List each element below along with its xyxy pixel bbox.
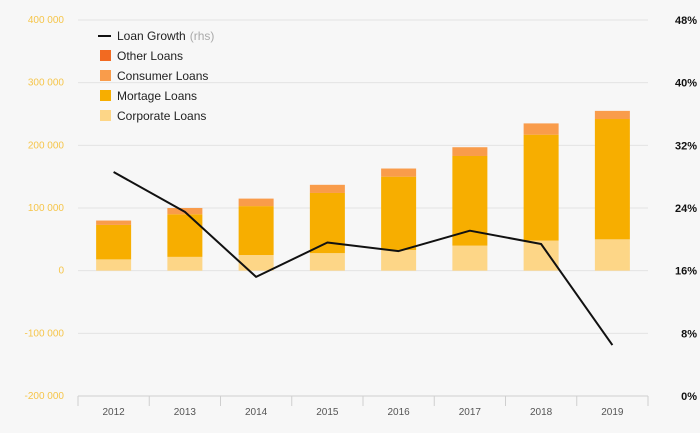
legend-label: Other Loans bbox=[117, 49, 183, 63]
x-tick-label: 2012 bbox=[103, 407, 126, 418]
x-tick-label: 2013 bbox=[174, 407, 197, 418]
y-right-tick-label: 32% bbox=[675, 140, 697, 152]
bar-segment-mortage-loans bbox=[381, 176, 417, 250]
y-right-tick-label: 8% bbox=[681, 328, 697, 340]
y-left-tick-label: -200 000 bbox=[25, 391, 65, 402]
legend-label: Corporate Loans bbox=[117, 109, 206, 123]
legend: Loan Growth (rhs) Other Loans Consumer Loan… bbox=[98, 29, 214, 123]
y-right-tick-label: 0% bbox=[681, 391, 697, 403]
legend-swatch bbox=[100, 90, 111, 101]
bar-segment-mortage-loans bbox=[238, 206, 274, 255]
loan-growth-line bbox=[113, 171, 614, 346]
legend-label: Loan Growth (rhs) bbox=[117, 29, 214, 43]
y-right-tick-label: 48% bbox=[675, 15, 697, 27]
legend-label: Mortage Loans bbox=[117, 89, 197, 103]
bar-segment-mortage-loans bbox=[594, 119, 630, 240]
bar-segment-corporate-loans bbox=[452, 245, 488, 271]
bar-segment-corporate-loans bbox=[309, 253, 345, 271]
bar-segment-consumer-loans bbox=[309, 184, 345, 193]
bar-segment-consumer-loans bbox=[381, 168, 417, 177]
y-left-tick-label: 300 000 bbox=[28, 78, 65, 89]
y-left-tick-label: 100 000 bbox=[28, 203, 65, 214]
bar-segment-corporate-loans bbox=[238, 255, 274, 271]
x-tick-label: 2016 bbox=[388, 407, 411, 418]
bar-segment-mortage-loans bbox=[96, 224, 132, 260]
bar-segment-corporate-loans bbox=[381, 249, 417, 271]
bar-segment-consumer-loans bbox=[452, 147, 488, 156]
bar-segment-corporate-loans bbox=[96, 259, 132, 271]
y-left-tick-label: 200 000 bbox=[28, 140, 65, 151]
bar-segment-corporate-loans bbox=[594, 239, 630, 271]
bar-segment-consumer-loans bbox=[238, 198, 274, 207]
y-right-tick-label: 40% bbox=[675, 78, 697, 90]
legend-swatch bbox=[100, 70, 111, 81]
grid-lines bbox=[78, 19, 648, 334]
x-tick-label: 2015 bbox=[316, 407, 339, 418]
bar-segment-consumer-loans bbox=[594, 110, 630, 120]
y-left-tick-label: 400 000 bbox=[28, 15, 65, 26]
axes: 400 000 300 000 200 000 100 000 0 -100 000 -20… bbox=[25, 15, 698, 418]
bar-segment-consumer-loans bbox=[523, 123, 559, 135]
y-left-tick-label: 0 bbox=[58, 266, 64, 277]
legend-swatch bbox=[100, 110, 111, 121]
bar-segment-corporate-loans bbox=[167, 256, 203, 271]
x-tick-label: 2014 bbox=[245, 407, 268, 418]
x-tick-label: 2018 bbox=[530, 407, 553, 418]
bar-segment-consumer-loans bbox=[96, 220, 132, 225]
y-right-tick-label: 24% bbox=[675, 203, 697, 215]
y-right-tick-label: 16% bbox=[675, 266, 697, 278]
bar-segment-mortage-loans bbox=[167, 214, 203, 257]
x-tick-label: 2019 bbox=[601, 407, 624, 418]
legend-swatch bbox=[100, 50, 111, 61]
y-left-tick-label: -100 000 bbox=[25, 328, 65, 339]
bar-segment-mortage-loans bbox=[523, 134, 559, 241]
legend-label: Consumer Loans bbox=[117, 69, 208, 83]
stacked-bars bbox=[96, 110, 630, 271]
x-tick-label: 2017 bbox=[459, 407, 482, 418]
loan-growth-line-layer bbox=[113, 171, 614, 346]
